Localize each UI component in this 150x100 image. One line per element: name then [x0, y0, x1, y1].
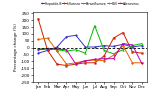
Adenovirus	[122, 43, 124, 44]
Adenovirus	[141, 63, 143, 64]
Adenovirus	[56, 48, 58, 50]
Influenza	[66, 65, 67, 66]
RSV	[113, 55, 114, 56]
Influenza	[47, 50, 48, 51]
Hepatitis B	[141, 45, 143, 46]
Adenovirus	[113, 58, 114, 59]
Parainfluenza	[66, 50, 67, 52]
Parainfluenza	[94, 25, 96, 26]
Influenza	[37, 18, 39, 20]
Hepatitis B	[94, 46, 96, 48]
Influenza	[75, 64, 77, 65]
RSV	[132, 62, 133, 63]
Line: RSV: RSV	[37, 37, 143, 65]
Parainfluenza	[56, 49, 58, 50]
Parainfluenza	[122, 49, 124, 50]
RSV	[56, 50, 58, 52]
RSV	[94, 59, 96, 61]
Adenovirus	[47, 48, 48, 50]
Parainfluenza	[113, 53, 114, 55]
Hepatitis B	[37, 53, 39, 54]
Hepatitis B	[103, 45, 105, 46]
Line: Parainfluenza: Parainfluenza	[37, 25, 143, 55]
Parainfluenza	[37, 48, 39, 50]
Y-axis label: Percentage change (%): Percentage change (%)	[14, 23, 18, 71]
RSV	[75, 62, 77, 63]
Parainfluenza	[84, 53, 86, 54]
Hepatitis B	[56, 46, 58, 48]
Adenovirus	[66, 49, 67, 50]
Influenza	[103, 55, 105, 56]
Hepatitis B	[122, 44, 124, 45]
Adenovirus	[75, 64, 77, 65]
Parainfluenza	[47, 48, 48, 49]
Line: Hepatitis B: Hepatitis B	[37, 34, 143, 54]
RSV	[103, 60, 105, 61]
Adenovirus	[84, 60, 86, 61]
Adenovirus	[37, 49, 39, 50]
Line: Influenza: Influenza	[37, 18, 143, 66]
Hepatitis B	[84, 46, 86, 48]
Influenza	[113, 38, 114, 39]
Influenza	[141, 53, 143, 54]
Influenza	[84, 62, 86, 63]
Parainfluenza	[75, 49, 77, 50]
Adenovirus	[103, 58, 105, 59]
Hepatitis B	[47, 50, 48, 51]
RSV	[47, 38, 48, 39]
Hepatitis B	[75, 35, 77, 36]
Influenza	[132, 51, 133, 52]
Influenza	[122, 32, 124, 33]
RSV	[37, 39, 39, 40]
Influenza	[56, 64, 58, 65]
RSV	[141, 62, 143, 63]
Parainfluenza	[132, 45, 133, 46]
Hepatitis B	[113, 46, 114, 47]
RSV	[122, 45, 124, 46]
Hepatitis B	[66, 36, 67, 37]
Hepatitis B	[132, 46, 133, 48]
Legend: Hepatitis B, Influenza, Parainfluenza, RSV, Adenovirus: Hepatitis B, Influenza, Parainfluenza, R…	[40, 1, 140, 6]
Parainfluenza	[141, 43, 143, 44]
Adenovirus	[94, 59, 96, 60]
Parainfluenza	[103, 50, 105, 51]
Line: Adenovirus: Adenovirus	[37, 43, 143, 65]
Influenza	[94, 62, 96, 63]
RSV	[84, 60, 86, 61]
Adenovirus	[132, 44, 133, 46]
RSV	[66, 64, 67, 65]
